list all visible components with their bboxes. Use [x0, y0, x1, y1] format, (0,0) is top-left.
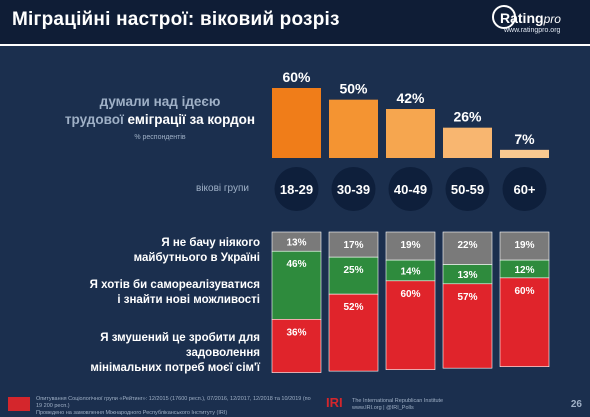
- logo-circle-icon: [492, 5, 516, 29]
- age-pill-label-50-59: 50-59: [451, 182, 484, 197]
- logo-name: Ratingpro: [500, 10, 561, 26]
- age-groups-label: вікові групи: [196, 183, 249, 194]
- age-pill-label-18-29: 18-29: [280, 182, 313, 197]
- red-segment-30-39: [328, 293, 379, 372]
- red-label-50-59: 57%: [457, 292, 477, 303]
- question-note: % респондентів: [134, 134, 186, 141]
- orange-bar-40-49: [386, 109, 435, 158]
- orange-bar-50-59: [443, 127, 492, 158]
- legend-green: Я хотів би самореалізуватися і знайти нов…: [89, 279, 260, 306]
- source-note: Опитування Соціологічної групи «Рейтинг»…: [36, 396, 311, 416]
- age-pill-18-29: [274, 167, 319, 211]
- gray-label-60+: 19%: [514, 240, 534, 251]
- age-pill-label-30-39: 30-39: [337, 182, 370, 197]
- orange-bar-30-39: [329, 99, 378, 158]
- question-text: думали над ідеєю трудової еміграції за к…: [60, 93, 260, 129]
- iri-credit: The International Republican Institute w…: [352, 398, 444, 411]
- red-label-30-39: 52%: [343, 302, 363, 313]
- green-label-60+: 12%: [514, 265, 534, 276]
- orange-bar-label-60+: 7%: [514, 131, 535, 147]
- page-title: Міграційні настрої: віковий розріз: [12, 9, 340, 30]
- orange-bar-60+: [500, 149, 549, 158]
- red-label-60+: 60%: [514, 286, 534, 297]
- gray-label-18-29: 13%: [286, 238, 306, 249]
- gray-segment-50-59: [442, 231, 493, 265]
- green-label-50-59: 13%: [457, 270, 477, 281]
- gray-segment-40-49: [385, 231, 436, 261]
- green-label-30-39: 25%: [343, 265, 363, 276]
- title-bar: Міграційні настрої: віковий розріз Ratin…: [0, 0, 590, 46]
- red-label-40-49: 60%: [400, 289, 420, 300]
- red-segment-50-59: [442, 283, 493, 369]
- ratingpro-logo[interactable]: Ratingpro www.ratingpro.org: [490, 5, 576, 39]
- orange-bar-label-40-49: 42%: [396, 90, 425, 106]
- question-line2: трудової еміграції за кордон: [64, 112, 256, 127]
- gray-label-40-49: 19%: [400, 240, 420, 251]
- green-label-18-29: 46%: [286, 259, 306, 270]
- red-segment-18-29: [271, 319, 322, 373]
- legend-red: Я змушений це зробити для задоволення мін…: [90, 332, 260, 374]
- gray-segment-30-39: [328, 231, 379, 258]
- red-segment-40-49: [385, 280, 436, 370]
- red-label-18-29: 36%: [286, 327, 306, 338]
- legend-gray: Я не бачу ніякого майбутнього в Україні: [133, 237, 260, 264]
- footer: Опитування Соціологічної групи «Рейтинг»…: [0, 393, 590, 417]
- rating-red-logo: [8, 397, 30, 411]
- gray-label-30-39: 17%: [343, 240, 363, 251]
- gray-label-50-59: 22%: [457, 240, 477, 251]
- age-pill-30-39: [331, 167, 376, 211]
- green-segment-30-39: [328, 256, 379, 295]
- page-number: 26: [570, 399, 582, 410]
- age-pill-40-49: [388, 167, 433, 211]
- age-pill-50-59: [445, 167, 490, 211]
- orange-bar-label-50-59: 26%: [453, 109, 482, 125]
- age-pill-60+: [502, 167, 547, 211]
- age-pill-label-40-49: 40-49: [394, 182, 427, 197]
- green-segment-18-29: [271, 250, 322, 320]
- orange-bar-label-30-39: 50%: [339, 81, 368, 97]
- green-label-40-49: 14%: [400, 266, 420, 277]
- red-segment-60+: [499, 277, 550, 367]
- iri-logo: IRI: [326, 395, 343, 410]
- logo-url: www.ratingpro.org: [504, 27, 561, 34]
- orange-bar-label-18-29: 60%: [282, 69, 311, 85]
- orange-bar-18-29: [272, 88, 321, 158]
- gray-segment-60+: [499, 231, 550, 261]
- age-pill-label-60+: 60+: [513, 182, 535, 197]
- question-line1: думали над ідеєю: [99, 94, 221, 109]
